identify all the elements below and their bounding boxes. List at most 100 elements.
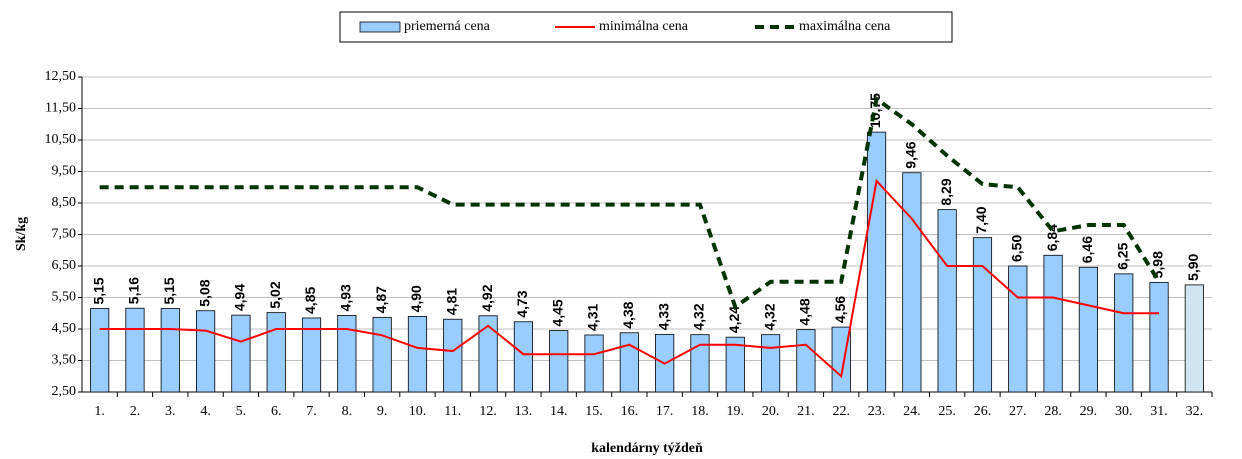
x-tick-label: 10.: [409, 404, 427, 419]
value-label: 4,87: [373, 286, 389, 313]
value-label: 5,15: [161, 277, 177, 304]
x-tick-label: 14.: [550, 404, 568, 419]
value-label: 5,08: [196, 279, 212, 306]
value-label: 4,90: [408, 285, 424, 312]
x-tick-label: 2.: [130, 404, 141, 419]
x-tick-label: 28.: [1044, 404, 1062, 419]
value-label: 5,16: [126, 277, 142, 304]
bar: [125, 307, 145, 393]
value-label: 4,93: [338, 284, 354, 311]
bar: [1008, 265, 1028, 393]
series-line: [99, 95, 1161, 311]
x-tick-label: 25.: [938, 404, 956, 419]
y-axis-label: Sk/kg: [14, 217, 29, 251]
value-label: 6,25: [1114, 242, 1130, 269]
x-tick-label: 17.: [656, 404, 674, 419]
x-tick-label: 3.: [165, 404, 176, 419]
bar: [972, 237, 993, 393]
x-tick-label: 8.: [342, 404, 353, 419]
value-label: 5,02: [267, 281, 283, 308]
x-tick-label: 21.: [797, 404, 815, 419]
value-label: 8,29: [938, 178, 954, 205]
x-tick-label: 31.: [1150, 404, 1168, 419]
value-label: 9,46: [903, 141, 919, 168]
value-label: 6,50: [1008, 235, 1024, 262]
value-label: 4,24: [726, 306, 742, 333]
value-label: 4,81: [443, 288, 459, 315]
legend-label: minimálna cena: [599, 19, 689, 34]
legend-label: maximálna cena: [799, 19, 891, 34]
y-tick-label: 4,50: [52, 321, 77, 336]
x-tick-label: 15.: [585, 404, 603, 419]
bar: [407, 315, 428, 393]
bar: [1149, 281, 1169, 393]
bar: [937, 209, 957, 393]
x-tick-label: 32.: [1186, 404, 1204, 419]
bar: [902, 172, 922, 393]
bar: [231, 314, 251, 393]
value-label: 6,46: [1079, 236, 1095, 263]
bar: [301, 317, 322, 393]
x-tick-label: 13.: [515, 404, 533, 419]
bar: [761, 334, 781, 393]
legend-box: [339, 11, 953, 43]
value-label: 4,32: [691, 303, 707, 330]
series-line: [99, 178, 1160, 379]
x-tick-label: 22.: [832, 404, 850, 419]
x-tick-label: 26.: [974, 404, 992, 419]
bar: [1114, 273, 1134, 393]
bar: [690, 334, 710, 393]
value-label: 7,40: [973, 206, 989, 233]
y-tick-label: 6,50: [52, 258, 77, 273]
bar: [90, 308, 110, 393]
bar: [1184, 284, 1204, 393]
x-tick-label: 11.: [444, 404, 461, 419]
x-tick-label: 16.: [621, 404, 639, 419]
value-label: 4,85: [302, 287, 318, 314]
x-tick-label: 1.: [94, 404, 105, 419]
bar: [549, 330, 569, 393]
bar: [1078, 266, 1098, 393]
y-tick-label: 7,50: [52, 227, 77, 242]
x-tick-label: 9.: [377, 404, 388, 419]
bar: [831, 326, 851, 393]
y-tick-label: 11,50: [45, 101, 76, 116]
value-label: 6,84: [1044, 224, 1060, 251]
bar: [796, 329, 816, 393]
bar: [725, 336, 745, 393]
value-label: 4,48: [797, 298, 813, 325]
bar: [160, 308, 180, 393]
x-tick-label: 30.: [1115, 404, 1133, 419]
value-label: 5,90: [1185, 253, 1201, 280]
bar: [866, 131, 887, 393]
x-tick-label: 18.: [691, 404, 709, 419]
y-tick-label: 9,50: [52, 164, 77, 179]
bar: [372, 316, 392, 393]
x-tick-label: 23.: [868, 404, 886, 419]
value-label: 4,94: [232, 284, 248, 311]
value-label: 4,38: [620, 301, 636, 328]
bar: [266, 312, 286, 393]
value-label: 4,45: [549, 299, 565, 326]
x-tick-label: 29.: [1080, 404, 1098, 419]
bar: [619, 332, 639, 393]
value-label: 5,15: [90, 277, 106, 304]
y-tick-label: 12,50: [45, 69, 77, 84]
value-label: 4,56: [832, 296, 848, 323]
value-label: 4,31: [585, 304, 601, 331]
bar: [443, 318, 463, 393]
y-tick-label: 8,50: [52, 195, 77, 210]
x-tick-label: 12.: [479, 404, 497, 419]
bar: [337, 315, 357, 393]
bar: [584, 334, 604, 393]
bar: [478, 315, 498, 393]
y-tick-label: 10,50: [45, 132, 77, 147]
x-tick-label: 5.: [236, 404, 247, 419]
bar: [196, 310, 216, 393]
y-tick-label: 2,50: [52, 384, 77, 399]
bar: [513, 321, 533, 393]
x-tick-label: 24.: [903, 404, 921, 419]
y-tick-label: 5,50: [52, 290, 77, 305]
legend-label: priemerná cena: [404, 19, 491, 34]
